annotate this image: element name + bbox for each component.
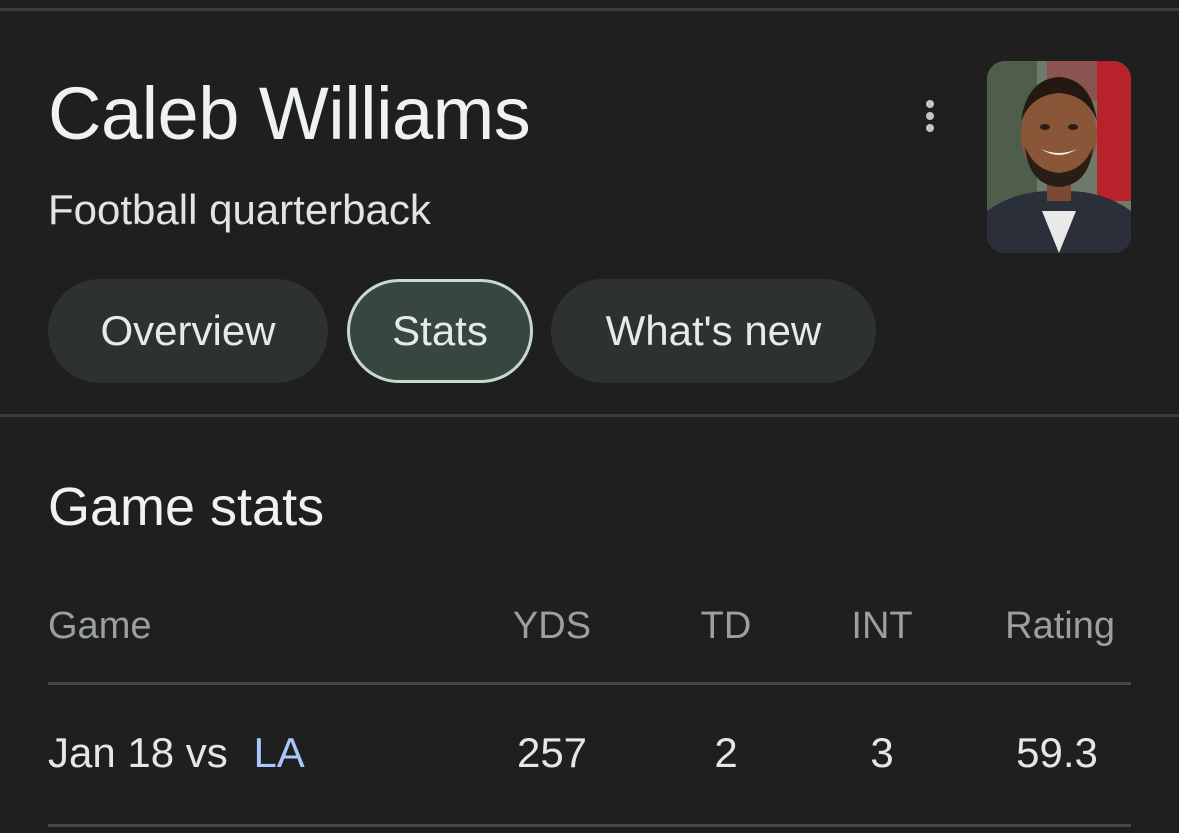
table-row-game: Jan 18 vs LA: [48, 728, 305, 778]
table-cell-int: 3: [870, 729, 894, 776]
section-divider: [0, 414, 1179, 417]
opponent-link[interactable]: LA: [253, 729, 305, 776]
page-subtitle: Football quarterback: [48, 186, 431, 233]
top-divider: [0, 8, 1179, 11]
more-vert-icon: [926, 100, 934, 108]
column-header-td: TD: [700, 605, 752, 647]
table-cell-yds: 257: [516, 729, 588, 776]
column-header-yds: YDS: [512, 605, 592, 647]
page-title: Caleb Williams: [48, 72, 531, 155]
player-photo: [987, 61, 1131, 253]
game-date: Jan 18 vs: [48, 729, 228, 776]
avatar[interactable]: [987, 61, 1131, 253]
column-header-rating: Rating: [1005, 605, 1115, 647]
column-header-game: Game: [48, 605, 152, 647]
more-options-button[interactable]: [905, 88, 955, 144]
table-header-divider: [48, 682, 1131, 685]
tab-stats[interactable]: Stats: [347, 279, 533, 383]
table-cell-rating: 59.3: [1016, 729, 1098, 776]
section-title: Game stats: [48, 477, 325, 537]
tab-overview[interactable]: Overview: [48, 279, 328, 383]
table-cell-td: 2: [714, 729, 738, 776]
table-row-divider: [48, 824, 1131, 827]
column-header-int: INT: [851, 605, 913, 647]
tab-whats-new[interactable]: What's new: [551, 279, 876, 383]
